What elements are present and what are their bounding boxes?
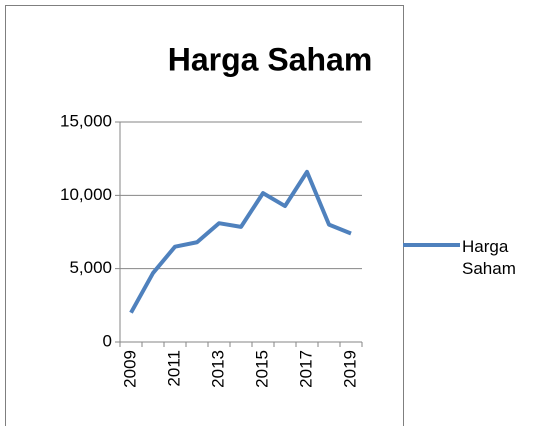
x-tick-label: 2013 (208, 350, 227, 388)
x-tick-label: 2019 (340, 350, 359, 388)
x-tick-label: 2009 (120, 350, 139, 388)
x-tick-label: 2011 (164, 350, 183, 387)
chart-title: Harga Saham (168, 41, 373, 77)
series-line (129, 169, 352, 314)
x-tick-label: 2015 (252, 350, 271, 388)
y-tick-label: 5,000 (69, 258, 112, 277)
y-tick-label: 15,000 (60, 111, 112, 130)
x-tick-label: 2017 (296, 350, 315, 388)
y-tick-label: 10,000 (60, 185, 112, 204)
y-tick-label: 0 (103, 331, 112, 350)
legend-label: Harga Saham (462, 237, 516, 278)
chart-frame (5, 5, 404, 426)
